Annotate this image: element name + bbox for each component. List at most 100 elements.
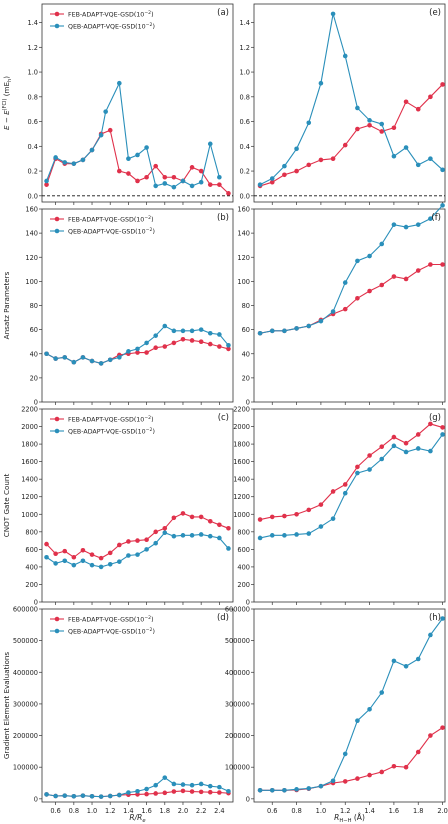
feb-data-point — [153, 791, 158, 796]
qeb-data-point — [428, 216, 433, 221]
qeb-data-point — [126, 553, 131, 558]
panel-label: (f) — [431, 213, 441, 223]
x-tick-label: 1.4 — [123, 807, 134, 815]
feb-legend-marker — [54, 616, 60, 622]
qeb-data-point — [342, 280, 348, 285]
qeb-data-point — [126, 349, 131, 354]
qeb-data-point — [330, 516, 336, 521]
y-tick-label: 1200 — [233, 493, 250, 501]
qeb-data-point — [198, 327, 204, 332]
y-tick-label: 1.4 — [240, 19, 251, 27]
panel-g: 0 200 400 600 800 1000 1200 1400 1600 1800 2000 220… — [233, 406, 446, 607]
feb-series-line — [259, 84, 443, 187]
feb-data-point — [428, 421, 433, 427]
panel-label: (e) — [429, 8, 441, 18]
qeb-data-point — [180, 533, 186, 538]
qeb-data-point — [71, 562, 77, 568]
panel-label: (h) — [429, 613, 441, 623]
y-tick-label: 1200 — [21, 493, 38, 501]
qeb-data-point — [53, 793, 58, 799]
feb-data-point — [306, 507, 312, 513]
x-tick-label: 0.8 — [291, 807, 302, 815]
qeb-data-point — [89, 794, 95, 799]
panel-f: 0 20 40 60 80 100 120 140 160 (f) — [237, 203, 446, 407]
qeb-data-point — [440, 167, 445, 173]
feb-data-point — [355, 776, 360, 781]
feb-data-point — [89, 552, 95, 557]
feb-data-point — [403, 764, 409, 770]
qeb-data-point — [217, 784, 222, 790]
qeb-data-point — [162, 775, 168, 780]
qeb-data-point — [162, 530, 168, 535]
qeb-data-point — [269, 787, 275, 793]
feb-data-point — [44, 541, 49, 547]
feb-data-point — [80, 547, 86, 553]
qeb-data-point — [367, 467, 372, 472]
qeb-data-point — [103, 109, 108, 114]
qeb-legend-label: QEB-ADAPT-VQE-GSD(10−2) — [68, 627, 155, 636]
y-tick-label: 0 — [34, 599, 38, 607]
y-tick-label: 1800 — [233, 441, 250, 449]
feb-data-point — [403, 99, 409, 105]
x-tick-label: 0.6 — [267, 807, 278, 815]
qeb-data-point — [189, 533, 195, 538]
feb-data-point — [428, 262, 433, 267]
qeb-data-point — [207, 141, 213, 147]
qeb-data-point — [107, 561, 113, 567]
qeb-data-point — [379, 121, 385, 127]
qeb-data-point — [367, 118, 372, 123]
qeb-data-point — [367, 253, 372, 259]
qeb-data-point — [98, 361, 104, 366]
axes-frame — [41, 408, 234, 603]
feb-data-point — [217, 182, 222, 187]
feb-data-point — [107, 550, 113, 556]
feb-legend-label: FEB-ADAPT-VQE-GSD(10−2) — [68, 10, 154, 19]
qeb-data-point — [415, 222, 421, 227]
y-tick-label: 800 — [25, 528, 38, 536]
x-tick-label: 0.8 — [69, 807, 80, 815]
qeb-data-point — [440, 203, 445, 208]
feb-data-point — [415, 268, 421, 273]
qeb-data-point — [126, 156, 131, 161]
qeb-data-point — [80, 558, 86, 564]
qeb-data-point — [144, 340, 149, 346]
qeb-data-point — [428, 156, 433, 161]
feb-data-point — [189, 338, 195, 343]
qeb-data-point — [355, 105, 360, 111]
qeb-legend-label: QEB-ADAPT-VQE-GSD(10−2) — [68, 227, 155, 236]
x-tick-label: 2.0 — [178, 807, 189, 815]
qeb-data-point — [330, 778, 336, 784]
feb-data-point — [294, 168, 299, 174]
qeb-data-point — [80, 157, 86, 163]
feb-data-point — [367, 122, 372, 128]
feb-data-point — [144, 537, 149, 543]
qeb-data-point — [282, 787, 287, 793]
feb-data-point — [294, 511, 299, 517]
qeb-data-point — [342, 53, 348, 59]
feb-data-point — [440, 425, 445, 430]
panel-a: 0.0 0.2 0.4 0.6 0.8 1.0 1.2 1.4 (a) FEB-ADAPT-VQE… — [28, 3, 234, 205]
qeb-data-point — [269, 533, 275, 538]
y-tick-label: 160 — [25, 206, 38, 214]
qeb-data-point — [217, 332, 222, 337]
qeb-series-line — [46, 532, 229, 568]
qeb-data-point — [342, 490, 348, 496]
qeb-data-point — [342, 751, 348, 757]
qeb-legend-marker — [54, 228, 60, 234]
y-tick-label: 0.6 — [28, 118, 39, 126]
qeb-data-point — [226, 788, 231, 794]
qeb-data-point — [98, 564, 104, 570]
axes-frame — [253, 3, 446, 203]
y-tick-label: 200 — [25, 581, 38, 589]
feb-data-point — [415, 749, 421, 755]
feb-data-point — [391, 763, 397, 769]
qeb-data-point — [294, 326, 299, 331]
feb-data-point — [391, 125, 397, 131]
feb-data-point — [379, 282, 385, 288]
feb-data-point — [189, 514, 195, 520]
x-tick-label: 1.8 — [413, 807, 424, 815]
qeb-data-point — [44, 178, 49, 184]
y-tick-label: 400 — [25, 563, 38, 571]
panel-label: (a) — [217, 8, 229, 18]
feb-legend-marker — [54, 11, 60, 17]
